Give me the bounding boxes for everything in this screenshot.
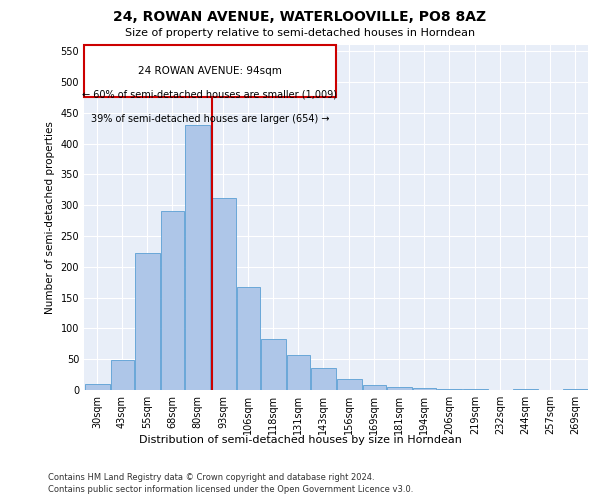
Bar <box>85 384 110 390</box>
Text: 39% of semi-detached houses are larger (654) →: 39% of semi-detached houses are larger (… <box>91 114 329 124</box>
Bar <box>134 253 160 390</box>
Bar <box>437 389 461 390</box>
Bar <box>413 388 436 390</box>
Bar <box>161 210 184 390</box>
Text: ← 60% of semi-detached houses are smaller (1,009): ← 60% of semi-detached houses are smalle… <box>83 90 337 100</box>
Bar <box>337 379 361 390</box>
Bar <box>185 125 209 390</box>
Text: Distribution of semi-detached houses by size in Horndean: Distribution of semi-detached houses by … <box>139 435 461 445</box>
Text: Contains HM Land Registry data © Crown copyright and database right 2024.: Contains HM Land Registry data © Crown c… <box>48 472 374 482</box>
Y-axis label: Number of semi-detached properties: Number of semi-detached properties <box>45 121 55 314</box>
Text: Contains public sector information licensed under the Open Government Licence v3: Contains public sector information licen… <box>48 485 413 494</box>
Bar <box>110 360 133 390</box>
Bar <box>386 387 412 390</box>
FancyBboxPatch shape <box>84 45 336 98</box>
Bar <box>211 198 235 390</box>
Text: 24 ROWAN AVENUE: 94sqm: 24 ROWAN AVENUE: 94sqm <box>138 66 282 76</box>
Bar <box>563 389 587 390</box>
Bar <box>463 389 487 390</box>
Bar <box>311 368 335 390</box>
Bar <box>260 340 286 390</box>
Bar <box>236 286 260 390</box>
Text: 24, ROWAN AVENUE, WATERLOOVILLE, PO8 8AZ: 24, ROWAN AVENUE, WATERLOOVILLE, PO8 8AZ <box>113 10 487 24</box>
Bar <box>512 389 538 390</box>
Bar <box>287 355 310 390</box>
Bar <box>362 385 386 390</box>
Text: Size of property relative to semi-detached houses in Horndean: Size of property relative to semi-detach… <box>125 28 475 38</box>
